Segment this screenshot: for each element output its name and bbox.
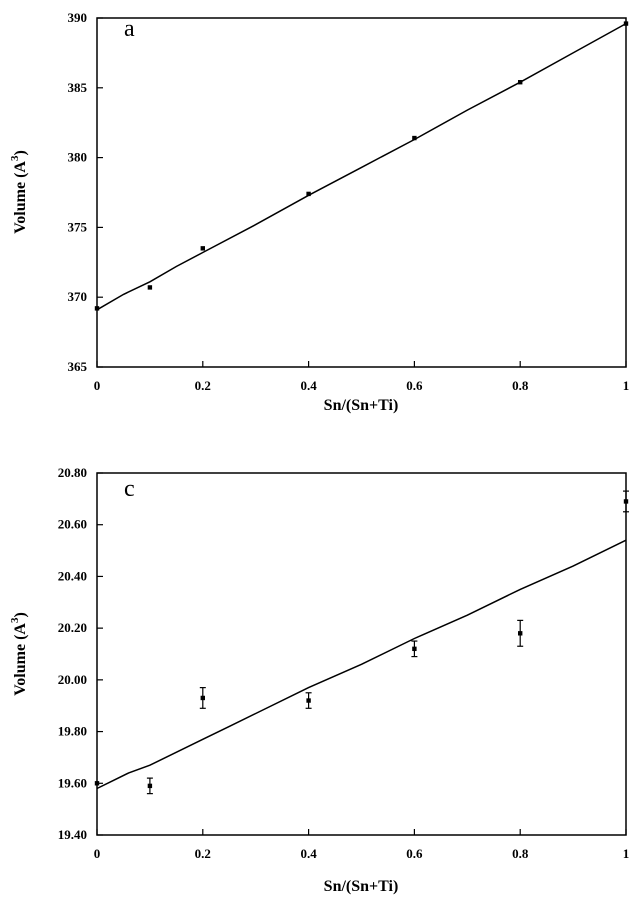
y-axis-label-text: Volume (A (12, 623, 29, 696)
data-point (200, 695, 205, 701)
x-tick-label: 0.4 (300, 846, 317, 861)
data-point (306, 698, 311, 703)
y-tick-label: 19.60 (58, 775, 87, 790)
x-tick-label: 0.4 (300, 378, 317, 393)
x-tick-label: 1 (623, 378, 630, 393)
y-ticks: 19.40 19.60 19.80 20.00 20.20 20.40 20.60 20.80 (58, 465, 103, 842)
fit-line (96, 22, 627, 311)
y-axis-label-text: Volume (A (12, 161, 29, 234)
data-points (94, 490, 629, 795)
data-point (94, 781, 100, 786)
y-axis-label-end: ) (12, 612, 29, 617)
y-tick-label: 20.40 (58, 568, 87, 583)
chart-panel-c: c 0 0.2 0.4 0.6 0.8 1 19.40 19.60 19.80 20.00 20.… (9, 465, 629, 895)
data-point (518, 80, 523, 85)
data-point (518, 631, 523, 636)
data-point (306, 191, 311, 197)
y-tick-label: 375 (68, 219, 88, 234)
y-tick-label: 20.60 (58, 517, 87, 532)
x-tick-label: 0.8 (512, 846, 529, 861)
x-ticks: 0 0.2 0.4 0.6 0.8 1 (94, 361, 630, 393)
x-tick-label: 0.2 (195, 846, 211, 861)
x-tick-label: 0.6 (406, 846, 423, 861)
x-tick-label: 1 (623, 846, 630, 861)
y-tick-label: 20.80 (58, 465, 87, 480)
panel-label: c (124, 476, 135, 502)
x-ticks: 0 0.2 0.4 0.6 0.8 1 (94, 829, 630, 861)
data-point (623, 21, 629, 26)
plot-frame (96, 17, 627, 368)
y-axis-label-end: ) (12, 150, 29, 155)
y-tick-label: 385 (68, 80, 88, 95)
y-tick-label: 365 (68, 359, 88, 374)
x-axis-label: Sn/(Sn+Ti) (324, 397, 399, 414)
y-tick-label: 380 (68, 150, 88, 165)
x-axis-label: Sn/(Sn+Ti) (324, 878, 399, 895)
data-point (147, 783, 153, 789)
y-axis-label: Volume (A3) (9, 150, 29, 234)
data-point (412, 135, 417, 141)
data-points (94, 21, 629, 311)
y-tick-label: 20.00 (58, 672, 87, 687)
y-tick-label: 19.40 (58, 827, 87, 842)
data-point (412, 646, 417, 652)
y-axis-label-sup: 3 (9, 155, 21, 161)
y-tick-label: 19.80 (58, 724, 87, 739)
fit-line (96, 539, 627, 790)
y-tick-label: 370 (68, 289, 88, 304)
y-tick-label: 390 (68, 10, 88, 25)
plot-frame (96, 472, 627, 836)
x-tick-label: 0 (94, 846, 101, 861)
data-point (200, 246, 205, 251)
y-ticks: 365 370 375 380 385 390 (68, 10, 103, 374)
data-point (147, 285, 153, 290)
x-tick-label: 0.8 (512, 378, 529, 393)
panel-label: a (124, 16, 135, 42)
y-axis-label-sup: 3 (9, 617, 21, 623)
x-tick-label: 0.2 (195, 378, 211, 393)
y-axis-label: Volume (A3) (9, 612, 29, 696)
y-tick-label: 20.20 (58, 620, 87, 635)
data-point (623, 499, 629, 504)
x-tick-label: 0.6 (406, 378, 423, 393)
x-tick-label: 0 (94, 378, 101, 393)
chart-panel-a: a 0 0.2 0.4 0.6 0.8 1 365 370 375 380 385 390 Sn/(… (9, 10, 629, 414)
data-point (94, 306, 100, 311)
